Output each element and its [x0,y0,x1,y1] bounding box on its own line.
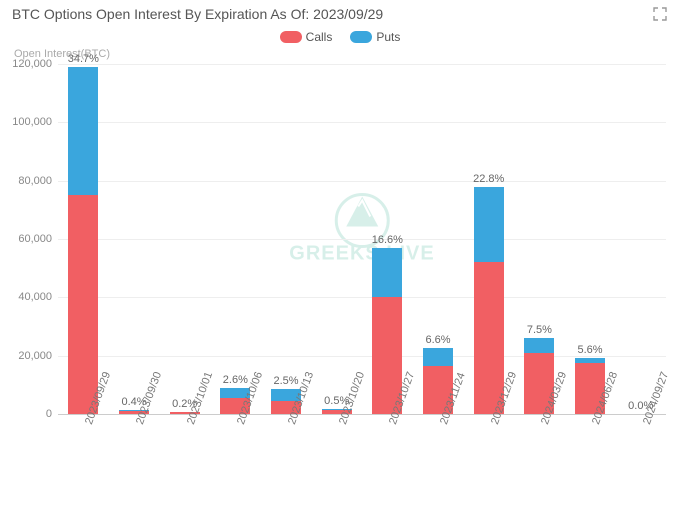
legend-item-calls[interactable]: Calls [280,30,333,44]
x-tick-label: 2024/03/29 [514,414,565,509]
bar-column: 7.5% [514,64,565,414]
bar-percent-label: 2.5% [273,375,298,389]
legend: Calls Puts [0,26,680,46]
bar-percent-label: 7.5% [527,324,552,338]
legend-swatch-calls [280,31,302,43]
bar-segment-puts [524,338,554,353]
bar-percent-label: 6.6% [425,334,450,348]
bar-percent-label: 2.6% [223,374,248,388]
bar-segment-puts [423,348,453,366]
bar-column: 6.6% [413,64,464,414]
bar-column: 2.5% [261,64,312,414]
bar-column: 34.7% [58,64,109,414]
y-tick-label: 60,000 [18,233,58,245]
y-tick-label: 120,000 [12,58,58,70]
y-tick-label: 100,000 [12,116,58,128]
legend-item-puts[interactable]: Puts [350,30,400,44]
x-tick-label: 2023/10/01 [159,414,210,509]
bar-stack[interactable]: 34.7% [68,67,98,414]
chart-plot-area: GREEKS.LIVE 020,00040,00060,00080,000100… [58,64,666,414]
x-tick-label: 2023/09/29 [58,414,109,509]
legend-label-calls: Calls [306,30,333,44]
x-tick-label: 2023/12/29 [463,414,514,509]
x-tick-label: 2023/10/27 [362,414,413,509]
x-tick-label: 2023/11/24 [413,414,464,509]
x-tick-label: 2024/09/27 [615,414,666,509]
bar-segment-calls [68,195,98,414]
bar-column: 5.6% [565,64,616,414]
expand-icon[interactable] [652,6,668,22]
x-tick-label: 2023/10/13 [261,414,312,509]
legend-label-puts: Puts [376,30,400,44]
x-tick-label: 2024/06/28 [565,414,616,509]
bar-segment-puts [372,248,402,298]
chart-title: BTC Options Open Interest By Expiration … [12,6,383,22]
bar-column: 2.6% [210,64,261,414]
legend-swatch-puts [350,31,372,43]
y-tick-label: 80,000 [18,175,58,187]
y-tick-label: 0 [46,408,58,420]
x-axis-labels: 2023/09/292023/09/302023/10/012023/10/06… [58,414,666,509]
bar-column: 0.0% [615,64,666,414]
bar-stack[interactable]: 22.8% [474,187,504,414]
x-tick-label: 2023/09/30 [109,414,160,509]
bar-column: 22.8% [463,64,514,414]
bar-percent-label: 34.7% [68,53,99,67]
bar-percent-label: 16.6% [372,234,403,248]
bar-segment-puts [474,187,504,263]
bar-segment-puts [68,67,98,195]
y-axis-label: Open Interest(BTC) [0,46,680,60]
bar-column: 16.6% [362,64,413,414]
bar-column: 0.2% [159,64,210,414]
y-tick-label: 20,000 [18,350,58,362]
x-tick-label: 2023/10/20 [311,414,362,509]
bar-percent-label: 5.6% [578,344,603,358]
x-tick-label: 2023/10/06 [210,414,261,509]
bar-column: 0.5% [311,64,362,414]
bar-column: 0.4% [109,64,160,414]
y-tick-label: 40,000 [18,291,58,303]
bar-percent-label: 22.8% [473,173,504,187]
